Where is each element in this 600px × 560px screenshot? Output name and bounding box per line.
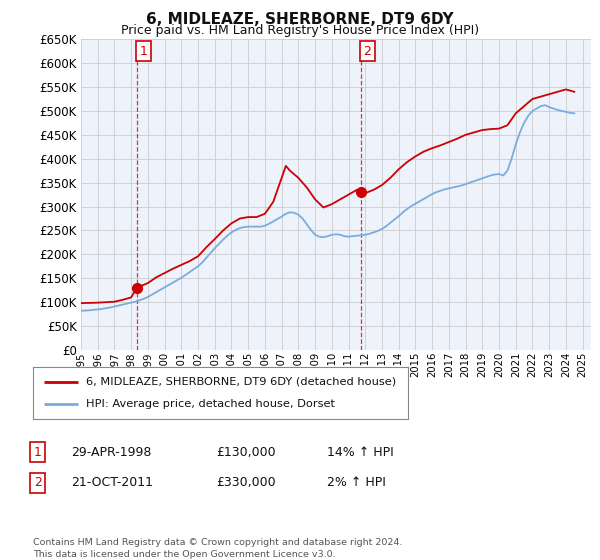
Text: 1: 1	[34, 446, 42, 459]
Text: 21-OCT-2011: 21-OCT-2011	[71, 476, 153, 489]
Text: 2: 2	[34, 476, 42, 489]
Text: Contains HM Land Registry data © Crown copyright and database right 2024.
This d: Contains HM Land Registry data © Crown c…	[33, 538, 403, 559]
Text: 6, MIDLEAZE, SHERBORNE, DT9 6DY (detached house): 6, MIDLEAZE, SHERBORNE, DT9 6DY (detache…	[86, 377, 395, 387]
Text: 2% ↑ HPI: 2% ↑ HPI	[327, 476, 386, 489]
Text: 6, MIDLEAZE, SHERBORNE, DT9 6DY: 6, MIDLEAZE, SHERBORNE, DT9 6DY	[146, 12, 454, 27]
Text: Price paid vs. HM Land Registry's House Price Index (HPI): Price paid vs. HM Land Registry's House …	[121, 24, 479, 37]
Text: 29-APR-1998: 29-APR-1998	[71, 446, 151, 459]
Text: £330,000: £330,000	[216, 476, 275, 489]
Text: 14% ↑ HPI: 14% ↑ HPI	[327, 446, 394, 459]
Text: HPI: Average price, detached house, Dorset: HPI: Average price, detached house, Dors…	[86, 399, 335, 409]
Text: 1: 1	[139, 45, 147, 58]
Text: £130,000: £130,000	[216, 446, 275, 459]
Text: 2: 2	[364, 45, 371, 58]
